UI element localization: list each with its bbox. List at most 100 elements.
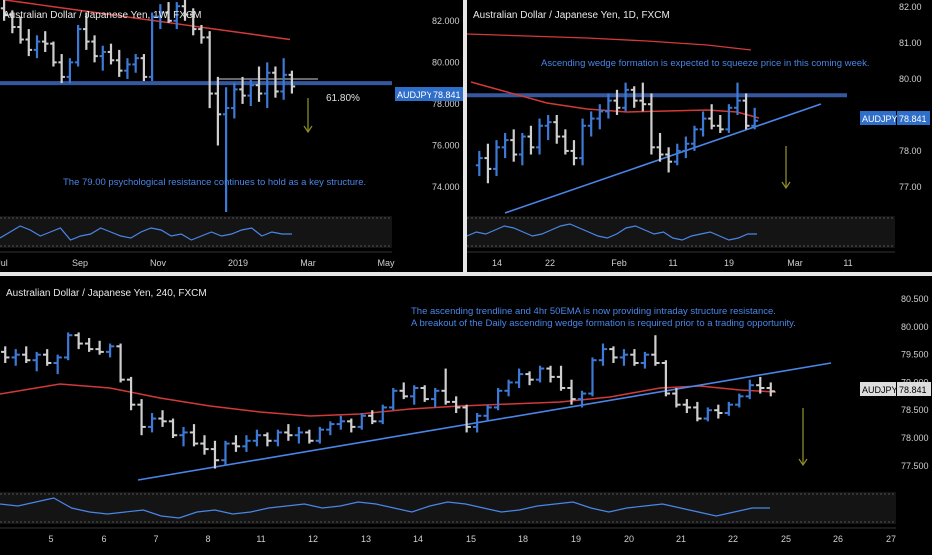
weekly-bar	[272, 66, 279, 98]
weekly-ema-line	[4, 0, 291, 41]
h4-time-tick: 5	[48, 534, 53, 544]
h4-bar	[493, 388, 503, 411]
daily-bar	[501, 132, 509, 159]
h4-time-tick: 15	[466, 534, 476, 544]
h4-ema-line	[0, 383, 777, 417]
daily-down-arrow	[781, 146, 791, 190]
h4-ascending-trendline[interactable]	[137, 362, 832, 481]
weekly-chart[interactable]: 61.80% Australian Dollar / Japanese Yen,…	[0, 0, 463, 272]
h4-bar	[315, 426, 325, 444]
weekly-title: Australian Dollar / Japanese Yen, 1W, FX…	[3, 10, 201, 21]
h4-bar	[168, 418, 178, 438]
h4-bar	[399, 382, 408, 400]
h4-bar	[420, 385, 429, 402]
weekly-bar	[83, 12, 90, 50]
weekly-bar	[74, 24, 82, 67]
weekly-bar	[50, 41, 57, 67]
h4-bar	[735, 393, 744, 408]
daily-ema-long	[466, 33, 752, 51]
h4-time-tick: 12	[308, 534, 318, 544]
h4-time-tick: 26	[833, 534, 843, 544]
h4-time-tick: 18	[518, 534, 528, 544]
daily-badge-price: 78.841	[899, 114, 927, 124]
weekly-bar	[263, 62, 271, 109]
daily-bar	[639, 82, 647, 112]
daily-time-axis[interactable]: 14 22 Feb 11 19 Mar 11	[492, 258, 853, 268]
h4-bar	[640, 351, 650, 369]
weekly-bar	[33, 35, 41, 59]
h4-time-tick: 14	[413, 534, 423, 544]
daily-bar	[596, 104, 604, 130]
daily-candles	[475, 82, 759, 184]
weekly-bar	[0, 0, 8, 21]
weekly-time-axis[interactable]: Jul Sep Nov 2019 Mar May	[0, 258, 395, 268]
h4-bar	[525, 371, 534, 386]
daily-plot-area: Australian Dollar / Japanese Yen, 1D, FX…	[466, 10, 869, 214]
daily-bar	[691, 125, 698, 151]
h4-bar	[651, 335, 660, 366]
daily-time-tick: 11	[843, 258, 852, 268]
h4-time-tick: 6	[101, 534, 106, 544]
h4-bar	[221, 440, 230, 466]
daily-bar	[613, 89, 621, 115]
daily-oscillator	[466, 216, 895, 248]
h4-bar	[514, 368, 524, 388]
daily-time-tick: Mar	[787, 258, 803, 268]
h4-bar	[189, 424, 199, 447]
h4-price-tick: 77.500	[901, 461, 929, 471]
h4-bar	[231, 435, 241, 452]
h4-bar	[588, 357, 597, 397]
weekly-price-tick: 76.000	[432, 140, 460, 150]
h4-price-tick: 80.500	[901, 294, 929, 304]
h4-bar	[504, 379, 513, 397]
h4-bar	[252, 429, 262, 447]
h4-bar	[158, 410, 167, 427]
h4-bar	[42, 349, 52, 366]
h4-price-badge: AUDJPY 78.841	[860, 382, 931, 396]
daily-price-tick: 81.00	[899, 38, 922, 48]
h4-title: Australian Dollar / Japanese Yen, 240, F…	[6, 288, 207, 299]
daily-bar	[665, 147, 673, 173]
weekly-bar	[198, 24, 205, 44]
h4-bar	[682, 399, 692, 413]
daily-chart[interactable]: Australian Dollar / Japanese Yen, 1D, FX…	[466, 0, 932, 272]
h4-bar	[326, 421, 335, 436]
daily-bar	[630, 86, 638, 108]
h4-bar	[347, 418, 356, 433]
h4-chart-panel[interactable]: Australian Dollar / Japanese Yen, 240, F…	[0, 276, 932, 550]
h4-bar	[116, 343, 125, 383]
h4-bar	[368, 410, 377, 425]
daily-bar	[742, 93, 750, 130]
h4-bar	[11, 349, 20, 366]
weekly-bar	[91, 35, 98, 63]
h4-chart[interactable]: Australian Dollar / Japanese Yen, 240, F…	[0, 276, 932, 550]
daily-bar	[673, 143, 681, 166]
h4-time-axis[interactable]: 5 6 7 8 11 12 13 14 15 18 19 20 21 22 25 26 27	[48, 534, 896, 544]
weekly-price-tick: 80.000	[432, 57, 460, 67]
weekly-chart-panel[interactable]: 61.80% Australian Dollar / Japanese Yen,…	[0, 0, 463, 272]
weekly-bar	[247, 78, 255, 106]
daily-bar	[579, 118, 587, 166]
h4-bar	[462, 404, 471, 433]
h4-bar	[74, 332, 83, 350]
weekly-bar	[165, 2, 172, 23]
daily-ascending-trendline[interactable]	[504, 103, 822, 214]
daily-price-tick: 80.00	[899, 74, 922, 84]
daily-bar	[682, 136, 690, 159]
h4-time-tick: 11	[256, 534, 265, 544]
daily-chart-panel[interactable]: Australian Dollar / Japanese Yen, 1D, FX…	[466, 0, 932, 272]
h4-bar	[546, 365, 555, 383]
h4-bar	[200, 435, 209, 455]
weekly-badge-symbol: AUDJPY	[397, 90, 433, 100]
daily-bar	[604, 93, 612, 119]
h4-bar	[378, 404, 387, 425]
weekly-price-axis[interactable]: 82.000 80.000 78.000 76.000 74.000	[432, 16, 460, 192]
weekly-bar	[132, 54, 139, 73]
h4-bar	[756, 376, 765, 394]
weekly-bar	[17, 16, 24, 44]
weekly-time-tick: May	[377, 258, 395, 268]
h4-bar	[242, 435, 251, 452]
weekly-bar	[107, 43, 115, 65]
h4-down-arrow	[798, 408, 808, 467]
daily-bar	[527, 125, 535, 155]
